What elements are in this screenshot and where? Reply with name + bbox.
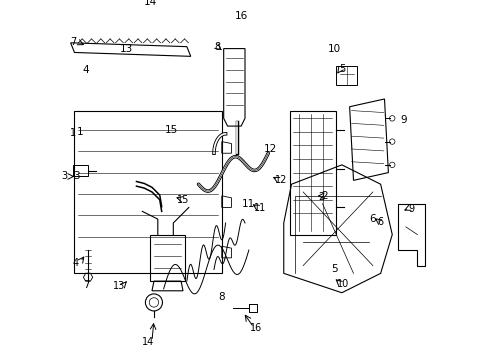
Text: 9: 9 (400, 115, 407, 125)
Text: 1: 1 (70, 128, 75, 138)
Text: 16: 16 (250, 323, 262, 333)
Text: 5: 5 (331, 265, 338, 274)
Text: 15: 15 (177, 195, 189, 205)
Text: 14: 14 (144, 0, 157, 7)
Text: 2: 2 (321, 191, 328, 201)
Text: 1: 1 (77, 127, 84, 137)
Text: 16: 16 (235, 11, 248, 21)
Text: 11: 11 (254, 203, 267, 213)
Text: 3: 3 (62, 171, 68, 181)
Text: 13: 13 (120, 44, 133, 54)
Text: 8: 8 (215, 42, 221, 51)
Text: 7: 7 (71, 37, 77, 47)
Text: 12: 12 (264, 144, 277, 154)
Text: 13: 13 (113, 281, 125, 291)
Text: 6: 6 (378, 217, 384, 227)
Text: 15: 15 (165, 125, 178, 135)
Text: 14: 14 (142, 337, 154, 347)
Text: 3: 3 (73, 171, 80, 181)
Text: 9: 9 (409, 204, 415, 215)
Text: 11: 11 (242, 199, 255, 208)
Text: 8: 8 (219, 292, 225, 302)
Text: 4: 4 (83, 65, 90, 75)
Text: 10: 10 (337, 279, 349, 289)
Text: 4: 4 (73, 258, 79, 268)
Text: 2: 2 (318, 192, 324, 202)
Text: 10: 10 (328, 44, 341, 54)
Text: 7: 7 (83, 280, 90, 290)
Text: 5: 5 (339, 64, 345, 74)
Text: 12: 12 (274, 175, 287, 185)
Text: 6: 6 (369, 214, 376, 224)
